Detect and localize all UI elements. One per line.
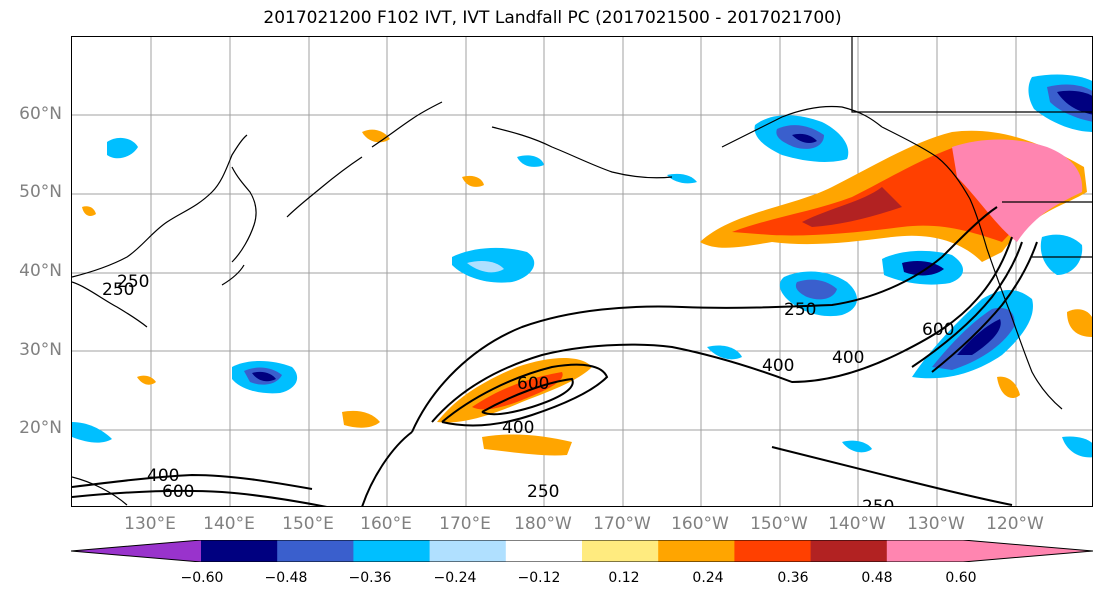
colorbar-tick: −0.24 bbox=[433, 570, 477, 586]
lon-label: 170°E bbox=[439, 514, 491, 534]
map-canvas: 250 400 600 600 400 250 400 600 400 250 … bbox=[72, 37, 1092, 507]
coastlines bbox=[72, 37, 1092, 506]
colorbar-extend-high bbox=[963, 540, 1093, 562]
colorbar-segment bbox=[277, 540, 354, 562]
lat-label: 50°N bbox=[19, 182, 62, 202]
colorbar-segment bbox=[505, 540, 583, 562]
colorbar-extend-low bbox=[71, 540, 201, 562]
colorbar-segment bbox=[201, 540, 278, 562]
colorbar-tick: 0.24 bbox=[692, 570, 724, 586]
colorbar-segment bbox=[582, 540, 659, 562]
colorbar-tick: 0.60 bbox=[945, 570, 977, 586]
ivt-contours bbox=[72, 206, 1038, 506]
colorbar-segment bbox=[886, 540, 964, 562]
contour-label: 250 bbox=[102, 280, 134, 300]
colorbar-tick: −0.36 bbox=[348, 570, 392, 586]
ivt-anomaly-fills bbox=[72, 74, 1092, 458]
contour-label: 600 bbox=[922, 320, 954, 340]
colorbar-segment bbox=[810, 540, 888, 562]
lat-label: 60°N bbox=[19, 104, 62, 124]
lat-label: 30°N bbox=[19, 340, 62, 360]
contour-label: 600 bbox=[162, 482, 194, 502]
contour-label: 250 bbox=[784, 300, 816, 320]
contour-label: 400 bbox=[502, 418, 534, 438]
contour-label: 250 bbox=[862, 497, 894, 507]
contour-label: 250 bbox=[527, 482, 559, 502]
lon-label: 150°W bbox=[750, 514, 808, 534]
contour-label: 400 bbox=[762, 356, 794, 376]
lat-label: 40°N bbox=[19, 261, 62, 281]
lon-label: 160°W bbox=[671, 514, 729, 534]
lon-label: 120°W bbox=[986, 514, 1044, 534]
colorbar-segment bbox=[429, 540, 507, 562]
lon-label: 170°W bbox=[593, 514, 651, 534]
colorbar-tick: 0.36 bbox=[777, 570, 809, 586]
colorbar-tick: −0.48 bbox=[264, 570, 308, 586]
colorbar-segment bbox=[353, 540, 431, 562]
lon-label: 140°W bbox=[828, 514, 886, 534]
colorbar-tick: −0.60 bbox=[180, 570, 224, 586]
colorbar-segments bbox=[71, 540, 1093, 562]
contour-label: 600 bbox=[517, 374, 549, 394]
colorbar-segment bbox=[658, 540, 735, 562]
lon-label: 180°W bbox=[514, 514, 572, 534]
lon-label: 130°W bbox=[907, 514, 965, 534]
colorbar-tick: −0.12 bbox=[517, 570, 561, 586]
colorbar-tick: 0.12 bbox=[608, 570, 640, 586]
lon-label: 150°E bbox=[282, 514, 334, 534]
lon-label: 160°E bbox=[360, 514, 412, 534]
colorbar-tick: 0.48 bbox=[861, 570, 893, 586]
contour-label-group: 250 400 600 600 400 250 400 600 400 250 … bbox=[102, 272, 954, 507]
colorbar bbox=[71, 540, 1093, 562]
lon-label: 130°E bbox=[124, 514, 176, 534]
colorbar-segment bbox=[734, 540, 812, 562]
contour-label: 400 bbox=[147, 466, 179, 486]
map-panel: 250 400 600 600 400 250 400 600 400 250 … bbox=[71, 36, 1093, 507]
lat-label: 20°N bbox=[19, 418, 62, 438]
chart-title: 2017021200 F102 IVT, IVT Landfall PC (20… bbox=[263, 8, 842, 28]
contour-label: 400 bbox=[832, 348, 864, 368]
contour-label: 250 bbox=[117, 272, 149, 292]
lon-label: 140°E bbox=[203, 514, 255, 534]
